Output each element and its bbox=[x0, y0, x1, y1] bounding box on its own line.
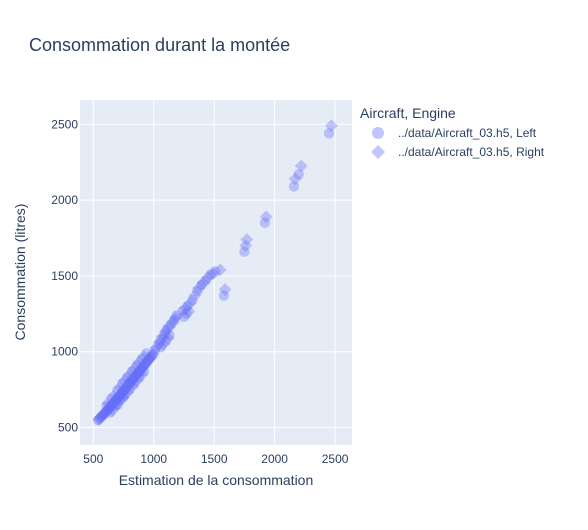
x-tick-label: 2000 bbox=[261, 452, 288, 466]
y-tick-label: 2000 bbox=[51, 193, 78, 207]
y-tick-label: 2500 bbox=[51, 117, 78, 131]
legend-label-left: ../data/Aircraft_03.h5, Left bbox=[398, 126, 537, 140]
y-tick-label: 1500 bbox=[51, 269, 78, 283]
x-tick-label: 1000 bbox=[140, 452, 167, 466]
legend-title: Aircraft, Engine bbox=[360, 105, 456, 121]
y-tick-label: 500 bbox=[58, 421, 78, 435]
legend-label-right: ../data/Aircraft_03.h5, Right bbox=[398, 145, 545, 159]
y-axis-label: Consommation (litres) bbox=[12, 204, 28, 341]
x-tick-label: 2500 bbox=[322, 452, 349, 466]
legend-item-right[interactable]: ../data/Aircraft_03.h5, Right bbox=[371, 145, 545, 159]
x-axis-label: Estimation de la consommation bbox=[119, 472, 314, 488]
legend-circle-icon bbox=[372, 127, 384, 139]
y-tick-label: 1000 bbox=[51, 345, 78, 359]
x-tick-label: 500 bbox=[83, 452, 103, 466]
x-tick-label: 1500 bbox=[201, 452, 228, 466]
chart-title: Consommation durant la montée bbox=[29, 35, 290, 55]
